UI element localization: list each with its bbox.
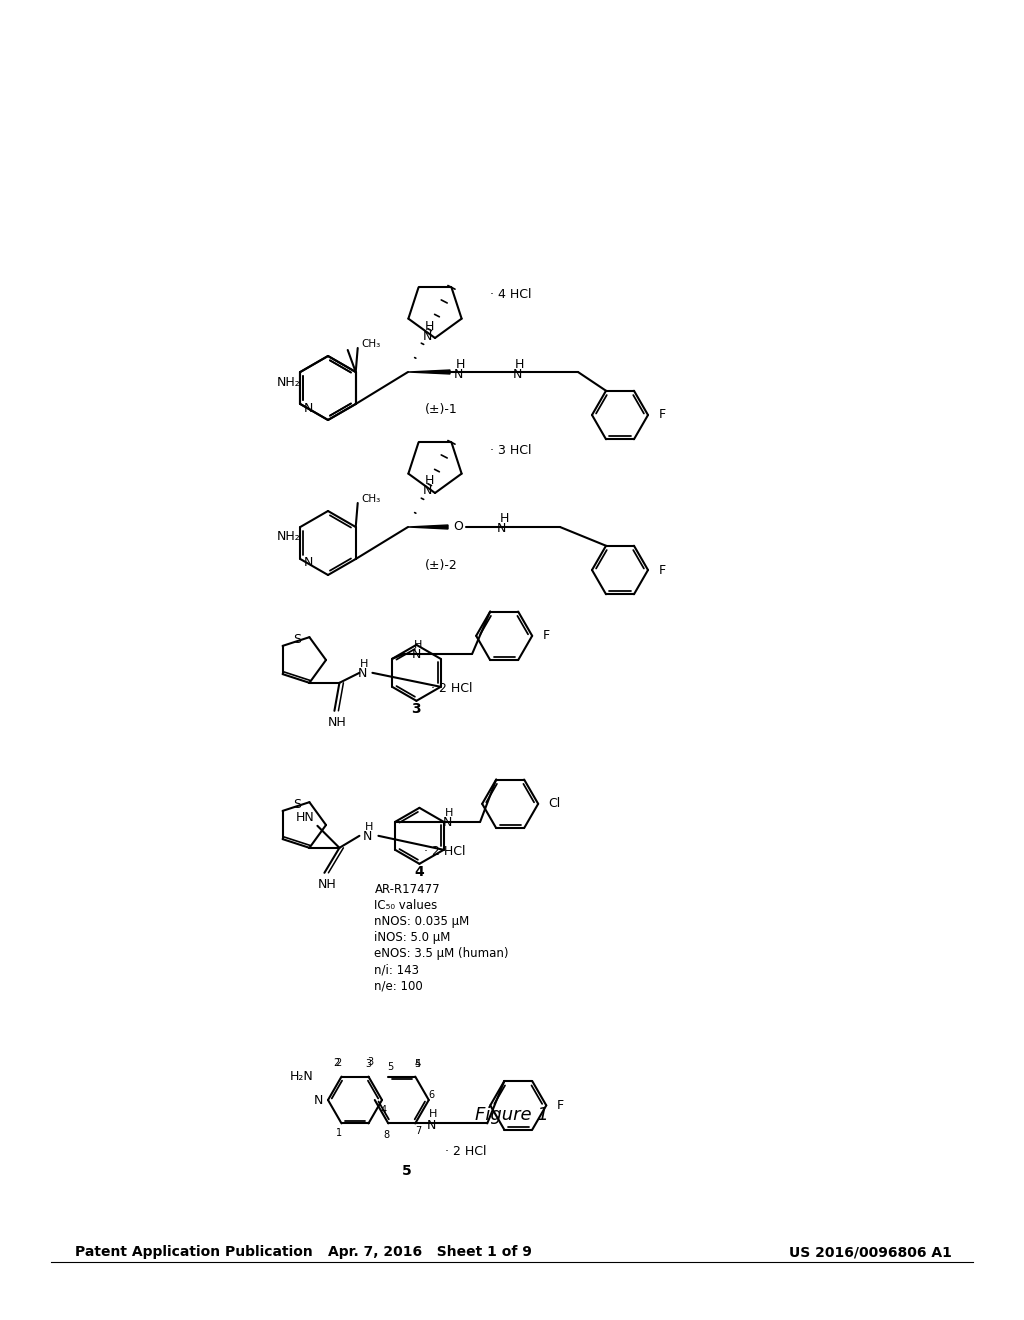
Text: H: H bbox=[424, 474, 434, 487]
Text: NH₂: NH₂ bbox=[276, 531, 300, 544]
Text: · 2 HCl: · 2 HCl bbox=[424, 845, 466, 858]
Polygon shape bbox=[408, 525, 449, 529]
Text: Cl: Cl bbox=[548, 797, 560, 810]
Text: 3: 3 bbox=[412, 702, 421, 715]
Text: HN: HN bbox=[296, 812, 314, 824]
Text: · 3 HCl: · 3 HCl bbox=[490, 444, 531, 457]
Text: N: N bbox=[497, 523, 506, 536]
Text: N: N bbox=[303, 401, 313, 414]
Text: N: N bbox=[512, 367, 521, 380]
Text: S: S bbox=[294, 632, 301, 645]
Text: 2: 2 bbox=[336, 1057, 342, 1068]
Text: H: H bbox=[514, 358, 523, 371]
Text: N: N bbox=[412, 648, 421, 661]
Text: N: N bbox=[442, 816, 452, 829]
Text: 3: 3 bbox=[368, 1056, 374, 1067]
Text: 8: 8 bbox=[383, 1130, 389, 1140]
Text: N: N bbox=[313, 1093, 323, 1106]
Text: H: H bbox=[360, 659, 369, 669]
Text: 4: 4 bbox=[381, 1105, 387, 1115]
Text: F: F bbox=[543, 630, 550, 643]
Text: H: H bbox=[424, 319, 434, 333]
Text: H₂N: H₂N bbox=[290, 1071, 313, 1084]
Text: N: N bbox=[422, 330, 432, 342]
Text: NH: NH bbox=[328, 717, 347, 730]
Text: Apr. 7, 2016   Sheet 1 of 9: Apr. 7, 2016 Sheet 1 of 9 bbox=[328, 1245, 531, 1259]
Text: US 2016/0096806 A1: US 2016/0096806 A1 bbox=[788, 1245, 951, 1259]
Text: H: H bbox=[445, 808, 454, 818]
Text: H: H bbox=[456, 358, 465, 371]
Text: 6: 6 bbox=[429, 1090, 435, 1100]
Text: (±)-1: (±)-1 bbox=[425, 404, 458, 417]
Text: nNOS: 0.035 μM: nNOS: 0.035 μM bbox=[375, 915, 470, 928]
Text: 5: 5 bbox=[387, 1061, 393, 1072]
Text: 4: 4 bbox=[414, 1059, 420, 1069]
Text: H: H bbox=[414, 640, 422, 649]
Text: Figure 1: Figure 1 bbox=[475, 1106, 549, 1125]
Text: H: H bbox=[500, 512, 509, 525]
Text: 3: 3 bbox=[366, 1059, 372, 1069]
Text: IC₅₀ values: IC₅₀ values bbox=[375, 899, 437, 912]
Text: N: N bbox=[303, 557, 313, 569]
Text: CH₃: CH₃ bbox=[361, 494, 381, 504]
Text: F: F bbox=[658, 408, 666, 421]
Polygon shape bbox=[408, 370, 450, 374]
Text: N: N bbox=[357, 668, 367, 680]
Text: n/e: 100: n/e: 100 bbox=[375, 979, 423, 993]
Text: 5: 5 bbox=[401, 1164, 412, 1179]
Text: · 2 HCl: · 2 HCl bbox=[431, 682, 473, 696]
Text: S: S bbox=[294, 797, 301, 810]
Text: N: N bbox=[422, 484, 432, 498]
Text: 7: 7 bbox=[415, 1126, 422, 1137]
Text: NH: NH bbox=[318, 878, 337, 891]
Text: 4: 4 bbox=[415, 865, 424, 879]
Text: 1: 1 bbox=[337, 1129, 343, 1138]
Text: AR-R17477: AR-R17477 bbox=[375, 883, 440, 896]
Text: eNOS: 3.5 μM (human): eNOS: 3.5 μM (human) bbox=[375, 948, 509, 961]
Text: F: F bbox=[557, 1098, 564, 1111]
Text: O: O bbox=[453, 520, 463, 533]
Text: · 4 HCl: · 4 HCl bbox=[490, 289, 531, 301]
Text: CH₃: CH₃ bbox=[361, 339, 381, 348]
Text: N: N bbox=[427, 1119, 436, 1131]
Text: F: F bbox=[658, 564, 666, 577]
Text: N: N bbox=[454, 367, 463, 380]
Text: · 2 HCl: · 2 HCl bbox=[444, 1144, 486, 1158]
Text: n/i: 143: n/i: 143 bbox=[375, 964, 420, 977]
Text: 5: 5 bbox=[414, 1059, 421, 1069]
Text: Patent Application Publication: Patent Application Publication bbox=[75, 1245, 312, 1259]
Text: N: N bbox=[362, 830, 372, 843]
Text: NH₂: NH₂ bbox=[276, 375, 300, 388]
Text: 2: 2 bbox=[334, 1057, 340, 1068]
Text: iNOS: 5.0 μM: iNOS: 5.0 μM bbox=[375, 932, 451, 944]
Text: H: H bbox=[366, 822, 374, 832]
Text: H: H bbox=[429, 1109, 437, 1119]
Text: (±)-2: (±)-2 bbox=[425, 558, 458, 572]
